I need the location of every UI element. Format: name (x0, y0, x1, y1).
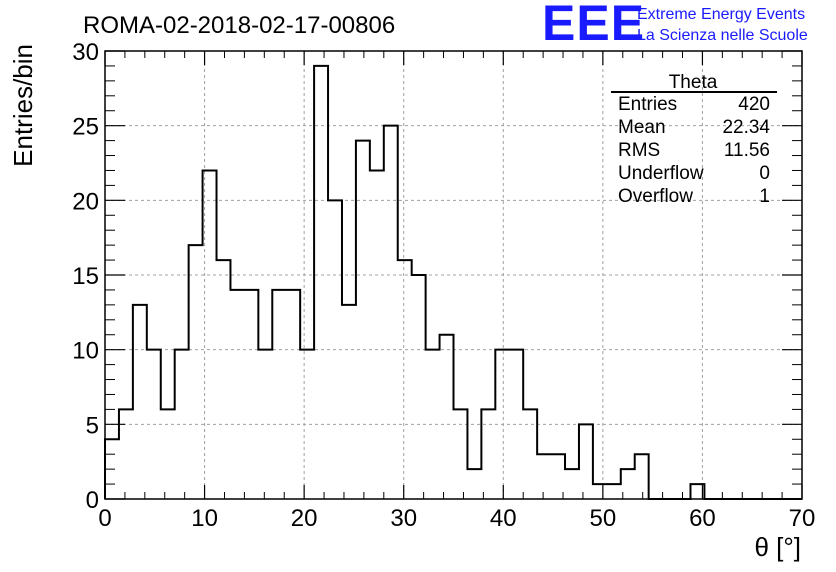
x-tick-label: 30 (390, 505, 417, 532)
histogram-bin (481, 409, 495, 499)
histogram-bin (607, 484, 621, 499)
x-tick-label: 40 (490, 505, 517, 532)
stats-row-value: 11.56 (724, 140, 770, 161)
stats-box: Theta Entries 420 Mean 22.34 RMS 11.56 Underfl… (611, 72, 777, 207)
x-tick-label: 20 (291, 505, 318, 532)
x-axis-label: θ [°] (754, 532, 801, 562)
stats-row-value: 1 (759, 186, 770, 207)
histogram-bin (161, 409, 175, 499)
y-tick-label: 5 (86, 412, 99, 439)
histogram-bin (565, 469, 579, 499)
stats-title: Theta (669, 72, 718, 93)
histogram-outline (104, 64, 802, 500)
histogram-bin (454, 409, 468, 499)
y-tick-label: 10 (72, 338, 99, 365)
histogram-bin (440, 335, 454, 499)
histogram-bin (272, 290, 286, 499)
histogram-bin (286, 290, 300, 499)
histogram-bin (398, 260, 412, 499)
histogram-bin (119, 409, 133, 499)
histogram-bin (175, 350, 189, 499)
histogram-bin (370, 170, 384, 499)
eee-logo-line1: Extreme Energy Events (637, 6, 805, 23)
histogram-bin (412, 275, 426, 499)
y-tick-labels: 0 5 10 15 20 25 30 (72, 39, 99, 514)
stats-row-label: Mean (618, 117, 666, 138)
y-tick-label: 30 (72, 39, 99, 66)
x-tick-label: 50 (590, 505, 617, 532)
stats-row-value: 420 (738, 94, 770, 115)
histogram-bin (593, 484, 607, 499)
stats-row-label: Underflow (618, 163, 704, 184)
stats-row-value: 22.34 (722, 117, 770, 138)
histogram-bin (635, 454, 649, 499)
histogram-bin (356, 141, 370, 499)
histogram-bin (189, 245, 203, 499)
eee-logo-text: EEE (542, 0, 645, 51)
x-tick-label: 70 (789, 505, 816, 532)
y-tick-label: 20 (72, 188, 99, 215)
plot-frame (104, 50, 803, 500)
stats-row-label: Overflow (618, 186, 693, 207)
histogram-bin (217, 260, 231, 499)
x-tick-label: 10 (191, 505, 218, 532)
grid-lines (105, 51, 802, 499)
histogram-bin (342, 305, 356, 499)
histogram-bin (579, 424, 593, 499)
stats-row-label: RMS (618, 140, 660, 161)
histogram-bin (258, 350, 272, 499)
y-axis-label: Entries/bin (8, 44, 38, 167)
eee-logo-line2: La Scienza nelle Scuole (637, 27, 808, 44)
histogram-bin (523, 409, 537, 499)
eee-logo: EEE Extreme Energy Events La Scienza nel… (542, 0, 808, 51)
histogram-bin (384, 126, 398, 499)
x-tick-label: 0 (98, 505, 111, 532)
histogram-bins (104, 64, 802, 500)
stats-rows: Entries 420 Mean 22.34 RMS 11.56 Underflow 0 Ove… (618, 94, 770, 207)
histogram-bin (133, 305, 147, 499)
histogram-bin (244, 290, 258, 499)
y-tick-label: 25 (72, 114, 99, 141)
stats-row-label: Entries (618, 94, 677, 115)
chart-title: ROMA-02-2018-02-17-00806 (83, 12, 395, 39)
y-tick-label: 15 (72, 263, 99, 290)
histogram-bin (230, 290, 244, 499)
x-tick-label: 60 (689, 505, 716, 532)
histogram-bin (537, 454, 551, 499)
y-tick-label: 0 (86, 487, 99, 514)
histogram-bin (300, 350, 314, 499)
histogram-bin (467, 469, 481, 499)
histogram-bin (314, 66, 328, 499)
stats-row-value: 0 (759, 163, 770, 184)
x-tick-labels: 0 10 20 30 40 50 60 70 (98, 505, 815, 532)
